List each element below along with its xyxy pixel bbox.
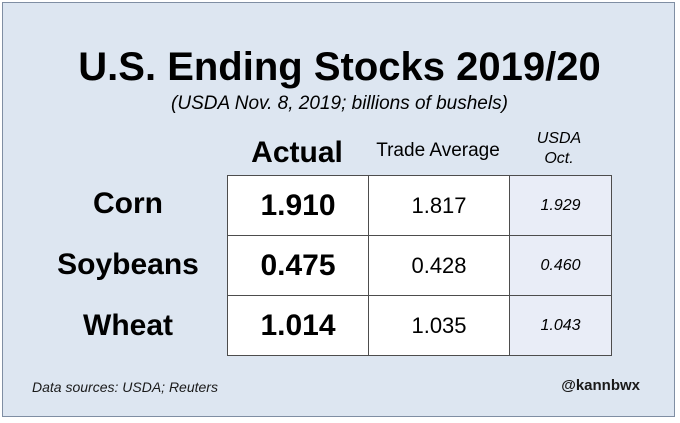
row-label-soybeans: Soybeans <box>57 248 199 281</box>
cell-wheat-actual: 1.014 <box>227 295 369 356</box>
chart-subtitle: (USDA Nov. 8, 2019; billions of bushels) <box>171 93 508 114</box>
cell-soybeans-trade-average: 0.428 <box>368 235 510 296</box>
author-handle: @kannbwx <box>561 377 640 394</box>
data-source-note: Data sources: USDA; Reuters <box>32 379 218 395</box>
row-label-corn: Corn <box>93 187 163 220</box>
table-row: 1.910 1.817 1.929 <box>227 175 612 236</box>
cell-soybeans-actual: 0.475 <box>227 235 369 296</box>
column-header-actual: Actual <box>251 136 343 169</box>
cell-corn-usda-oct: 1.929 <box>509 175 612 236</box>
column-header-usda-line2: Oct. <box>544 150 574 167</box>
column-header-usda-oct: USDA Oct. <box>508 129 610 169</box>
column-header-trade-average: Trade Average <box>376 140 500 161</box>
chart-title: U.S. Ending Stocks 2019/20 <box>78 45 601 89</box>
cell-wheat-usda-oct: 1.043 <box>509 295 612 356</box>
column-header-usda-line1: USDA <box>536 130 582 147</box>
table-row: 0.475 0.428 0.460 <box>227 235 612 296</box>
cell-wheat-trade-average: 1.035 <box>368 295 510 356</box>
cell-corn-actual: 1.910 <box>227 175 369 236</box>
data-table: 1.910 1.817 1.929 0.475 0.428 0.460 1.01… <box>227 175 612 356</box>
cell-corn-trade-average: 1.817 <box>368 175 510 236</box>
cell-soybeans-usda-oct: 0.460 <box>509 235 612 296</box>
table-row: 1.014 1.035 1.043 <box>227 295 612 356</box>
chart-card: U.S. Ending Stocks 2019/20 (USDA Nov. 8,… <box>2 2 675 417</box>
row-label-wheat: Wheat <box>83 309 173 342</box>
